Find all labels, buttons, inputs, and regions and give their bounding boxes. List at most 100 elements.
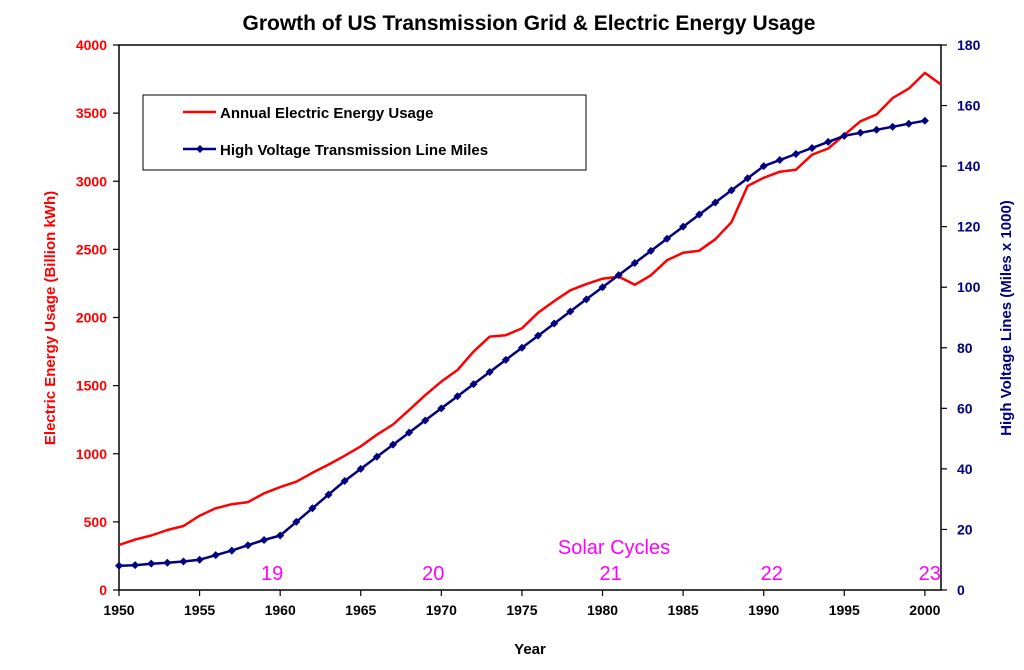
y-right-tick-label: 20 — [957, 521, 973, 537]
transmission-point — [227, 546, 236, 555]
transmission-point — [501, 355, 510, 364]
transmission-point — [292, 517, 301, 526]
legend-label-usage: Annual Electric Energy Usage — [220, 105, 433, 122]
y-axis-right: 0 20 40 60 80 100 120 140 160 180 — [941, 37, 981, 598]
legend: Annual Electric Energy Usage High Voltag… — [142, 94, 587, 171]
x-tick-label: 1955 — [184, 602, 215, 618]
y-axis-left-label: Electric Energy Usage (Billion kWh) — [42, 191, 59, 445]
solar-cycles-heading: Solar Cycles — [558, 537, 670, 559]
transmission-point — [534, 331, 543, 340]
y-left-tick-label: 2500 — [76, 241, 107, 257]
transmission-point — [276, 531, 285, 540]
transmission-point — [324, 490, 333, 499]
transmission-point — [469, 380, 478, 389]
transmission-point — [550, 319, 559, 328]
legend-marker-lines — [196, 145, 204, 153]
y-left-tick-label: 3000 — [76, 173, 107, 189]
transmission-point — [791, 150, 800, 158]
x-tick-label: 1970 — [426, 602, 457, 618]
transmission-point — [308, 504, 317, 513]
transmission-point — [211, 551, 220, 560]
y-axis-right-label: High Voltage Lines (Miles x 1000) — [998, 200, 1015, 436]
y-right-tick-label: 160 — [957, 98, 981, 114]
transmission-point — [485, 368, 494, 376]
x-axis: 1950 1955 1960 1965 1970 1975 1980 1985 1990 1995… — [103, 590, 941, 618]
solar-cycle-label: 19 — [261, 563, 283, 585]
y-right-tick-label: 120 — [957, 219, 981, 235]
transmission-point — [759, 162, 768, 171]
x-axis-label: Year — [514, 641, 546, 658]
transmission-point — [727, 186, 736, 195]
x-tick-label: 1950 — [103, 602, 134, 618]
y-right-tick-label: 180 — [957, 37, 981, 53]
chart-title: Growth of US Transmission Grid & Electri… — [243, 12, 816, 35]
solar-cycle-label: 21 — [599, 563, 621, 585]
y-left-tick-label: 1500 — [76, 378, 107, 394]
transmission-point — [340, 477, 349, 485]
transmission-point — [437, 404, 446, 413]
solar-cycle-label: 22 — [761, 563, 783, 585]
transmission-point — [920, 116, 929, 125]
transmission-point — [743, 174, 752, 183]
solar-cycle-label: 20 — [422, 563, 444, 585]
transmission-point — [582, 295, 591, 304]
transmission-point — [405, 428, 414, 437]
y-right-tick-label: 80 — [957, 340, 973, 356]
transmission-point — [872, 125, 881, 134]
solar-cycle-label: 23 — [919, 563, 941, 585]
transmission-point — [243, 541, 252, 550]
x-tick-label: 1965 — [345, 602, 376, 618]
transmission-point — [824, 137, 833, 146]
transmission-point — [840, 131, 849, 140]
y-right-tick-label: 100 — [957, 279, 981, 295]
transmission-point — [695, 210, 704, 219]
transmission-point — [163, 558, 172, 567]
y-right-tick-label: 40 — [957, 461, 973, 477]
transmission-point — [389, 440, 397, 449]
solar-cycles-annotation: Solar Cycles 19 20 21 22 23 — [261, 537, 941, 585]
transmission-point — [630, 259, 639, 267]
transmission-point — [775, 156, 784, 165]
transmission-point — [115, 561, 123, 570]
transmission-point — [679, 222, 688, 231]
usage-line — [118, 71, 942, 547]
transmission-point — [598, 283, 607, 292]
transmission-point — [566, 307, 575, 316]
transmission-point — [856, 128, 865, 137]
transmission-point — [372, 452, 381, 461]
transmission-point — [614, 271, 623, 280]
transmission-point — [147, 559, 156, 568]
y-left-tick-label: 0 — [99, 582, 107, 598]
transmission-point — [260, 536, 269, 545]
transmission-point — [808, 143, 817, 152]
transmission-point — [888, 122, 897, 131]
transmission-point — [195, 555, 204, 564]
x-tick-label: 1985 — [668, 602, 699, 618]
transmission-point — [663, 234, 671, 243]
transmission-point — [421, 416, 430, 425]
transmission-point — [646, 246, 655, 255]
y-left-tick-label: 1000 — [76, 446, 107, 462]
x-tick-label: 1980 — [587, 602, 618, 618]
y-left-tick-label: 2000 — [76, 310, 107, 326]
x-tick-label: 2000 — [909, 602, 940, 618]
y-left-tick-label: 4000 — [76, 37, 107, 53]
y-axis-left: 0 500 1000 1500 2000 2500 3000 3500 4000 — [76, 37, 119, 598]
x-tick-label: 1995 — [829, 602, 860, 618]
y-left-tick-label: 3500 — [76, 105, 107, 121]
transmission-point — [711, 198, 720, 207]
transmission-point — [131, 561, 140, 570]
transmission-point — [356, 464, 365, 473]
transmission-point — [179, 557, 188, 566]
x-tick-label: 1990 — [748, 602, 779, 618]
y-left-tick-label: 500 — [84, 514, 108, 530]
y-right-tick-label: 60 — [957, 400, 973, 416]
legend-box — [142, 94, 587, 171]
x-tick-label: 1960 — [265, 602, 296, 618]
legend-label-lines: High Voltage Transmission Line Miles — [220, 142, 488, 159]
series-lines — [115, 116, 929, 570]
x-tick-label: 1975 — [506, 602, 537, 618]
transmission-line — [118, 119, 926, 568]
transmission-point — [453, 392, 462, 401]
